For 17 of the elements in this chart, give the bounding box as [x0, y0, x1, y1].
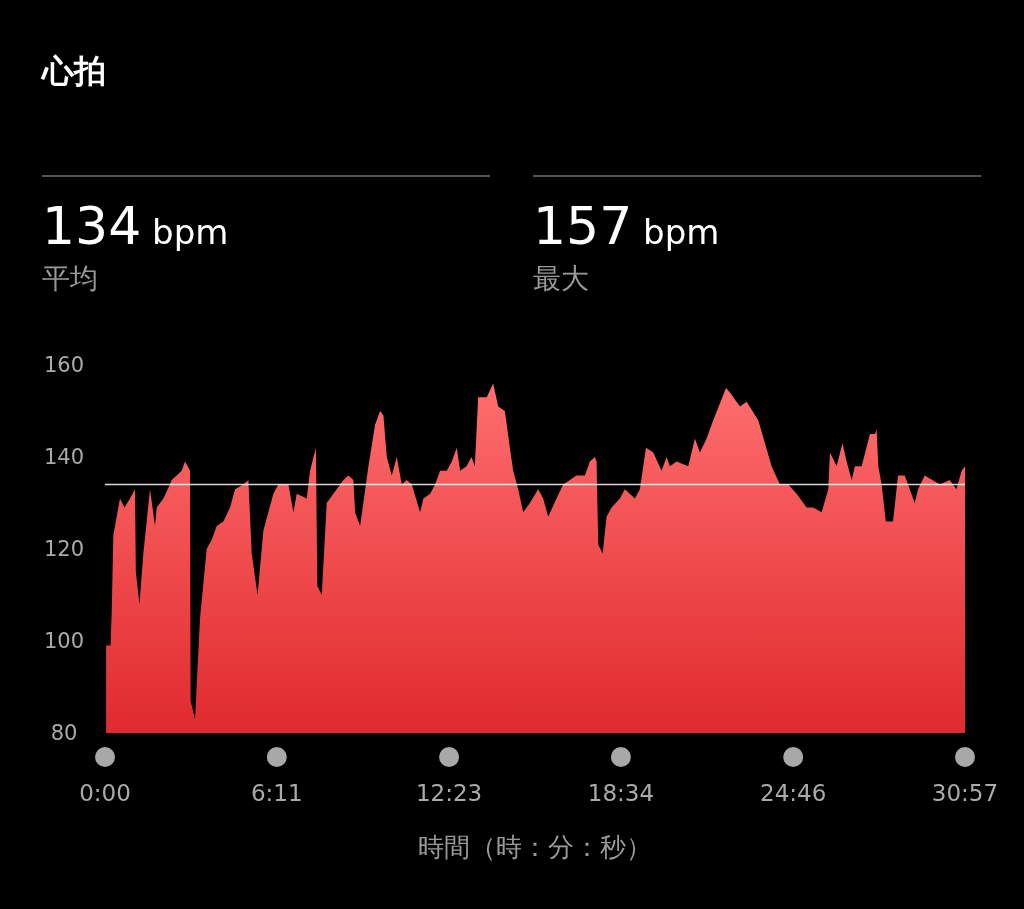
y-tick-label: 160 [43, 353, 85, 377]
y-tick-label: 80 [50, 721, 78, 745]
y-tick-label: 140 [43, 445, 85, 469]
x-axis-title: 時間（時：分：秒） [418, 832, 652, 862]
x-tick-label: 0:00 [79, 780, 131, 806]
y-tick-label: 100 [43, 629, 85, 653]
text: 平均 [42, 262, 98, 295]
x-tick-label: 6:11 [250, 780, 303, 806]
x-tick-label: 18:34 [587, 780, 655, 806]
text: 157 bpm [533, 196, 720, 256]
x-tick-label: 30:57 [931, 780, 999, 806]
text: 134 bpm [42, 196, 229, 256]
text: 最大 [533, 262, 589, 295]
x-tick-label: 12:23 [415, 780, 483, 806]
y-tick-label: 120 [43, 537, 85, 561]
x-tick-label: 24:46 [760, 780, 827, 806]
chart-title: 心拍 [40, 52, 106, 90]
